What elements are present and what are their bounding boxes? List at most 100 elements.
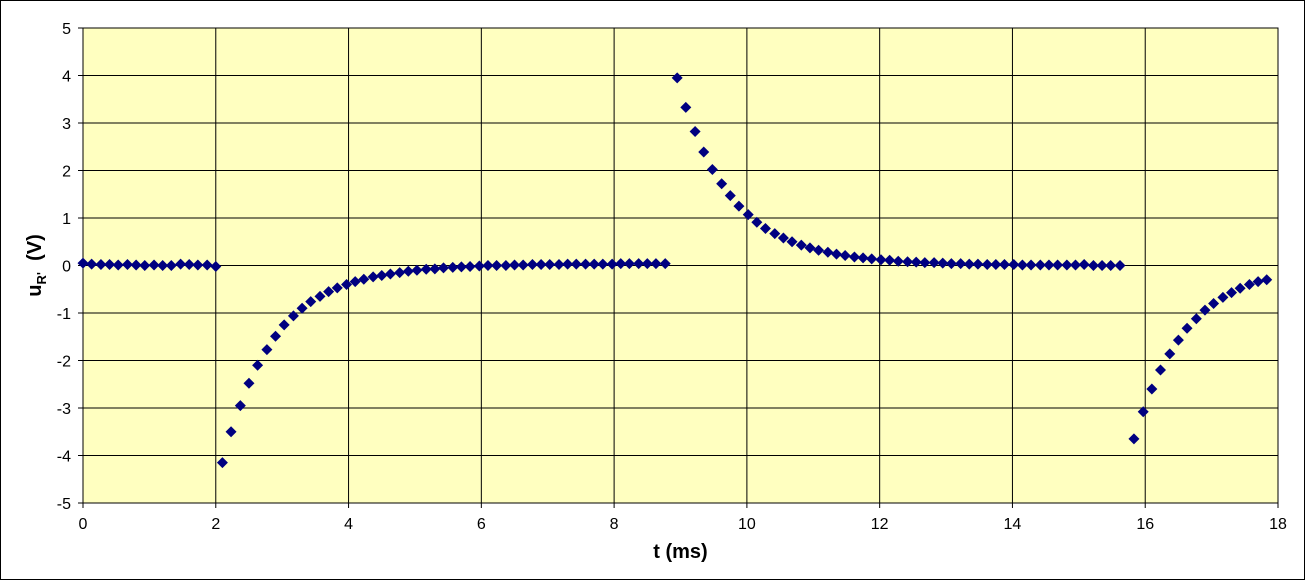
data-point — [875, 254, 887, 266]
data-point — [1261, 274, 1273, 286]
data-point — [104, 259, 116, 271]
data-point — [1025, 259, 1037, 271]
data-point — [544, 259, 556, 271]
y-tick-label: 1 — [62, 211, 71, 228]
data-point — [278, 319, 290, 331]
x-tick-label: 10 — [738, 516, 756, 533]
x-tick-label: 6 — [477, 516, 486, 533]
y-tick-label: -5 — [57, 496, 71, 513]
y-axis-title-subscript: R' — [34, 272, 49, 284]
x-tick-label: 16 — [1136, 516, 1154, 533]
y-tick-label: -4 — [57, 449, 71, 466]
data-point — [990, 259, 1002, 271]
data-point — [183, 259, 195, 271]
data-points — [77, 72, 1273, 469]
y-tick-label: -1 — [57, 306, 71, 323]
data-point — [1105, 260, 1117, 271]
data-point — [963, 258, 975, 270]
data-point — [1243, 279, 1255, 290]
y-axis-title: uR' (V) — [24, 234, 49, 296]
data-point — [261, 344, 273, 356]
data-point — [491, 260, 503, 271]
data-point — [1052, 259, 1064, 271]
data-point — [447, 261, 459, 273]
data-point — [384, 268, 396, 280]
data-point — [157, 260, 169, 271]
data-point — [270, 330, 282, 342]
data-point — [216, 457, 228, 469]
data-point — [892, 255, 904, 267]
data-point — [1190, 313, 1202, 325]
data-point — [225, 426, 237, 438]
data-point — [305, 296, 317, 308]
data-point — [1181, 322, 1193, 334]
data-point — [1137, 406, 1149, 418]
x-tick-label: 0 — [79, 516, 88, 533]
data-point — [437, 262, 449, 274]
data-point — [804, 242, 816, 254]
data-point — [252, 359, 264, 371]
data-point — [455, 261, 467, 273]
data-point — [341, 279, 353, 290]
data-point — [588, 258, 600, 270]
data-point — [945, 258, 957, 270]
data-point — [671, 72, 683, 84]
data-point — [580, 258, 592, 270]
data-point — [597, 258, 609, 270]
data-point — [769, 228, 781, 240]
data-point — [650, 258, 662, 270]
data-point — [175, 258, 187, 270]
data-point — [1208, 298, 1220, 309]
data-point — [1061, 259, 1073, 271]
data-point — [659, 258, 671, 270]
data-point — [1043, 259, 1055, 271]
y-tick-label: 4 — [62, 69, 71, 86]
data-point — [1070, 259, 1082, 271]
data-point — [139, 260, 151, 271]
data-point — [689, 126, 701, 138]
data-point — [296, 302, 308, 314]
data-point — [857, 252, 869, 264]
data-point — [680, 101, 692, 113]
data-point — [429, 263, 441, 275]
data-point — [866, 253, 878, 265]
data-point — [981, 259, 993, 271]
data-point — [130, 259, 142, 271]
data-point — [848, 251, 860, 263]
data-point — [402, 265, 414, 277]
data-point — [314, 290, 326, 302]
data-point — [210, 260, 222, 272]
data-point — [192, 259, 204, 271]
data-point — [1146, 383, 1158, 395]
data-point — [884, 254, 896, 266]
data-point — [201, 259, 213, 271]
data-point — [1128, 433, 1140, 445]
data-point — [1114, 260, 1126, 271]
x-tick-label: 14 — [1004, 516, 1022, 533]
x-tick-label: 18 — [1269, 516, 1287, 533]
data-point — [473, 260, 485, 272]
y-axis-title-main: u — [24, 285, 46, 297]
data-point — [910, 256, 922, 268]
data-point — [86, 258, 98, 270]
data-point — [786, 236, 798, 248]
data-point — [706, 164, 718, 176]
data-point — [553, 259, 565, 271]
data-point — [121, 259, 133, 271]
data-point — [1252, 276, 1264, 288]
data-point — [358, 273, 370, 285]
data-point — [411, 264, 423, 276]
x-tick-label: 8 — [610, 516, 619, 533]
data-point — [517, 259, 529, 271]
data-point — [482, 260, 494, 271]
data-point — [1096, 260, 1108, 271]
y-tick-label: 0 — [62, 259, 71, 276]
data-point — [570, 258, 582, 270]
data-point — [376, 269, 388, 281]
data-point — [535, 259, 547, 271]
y-axis-title-unit: (V) — [24, 234, 46, 272]
data-point — [751, 216, 763, 228]
data-point — [349, 276, 361, 288]
